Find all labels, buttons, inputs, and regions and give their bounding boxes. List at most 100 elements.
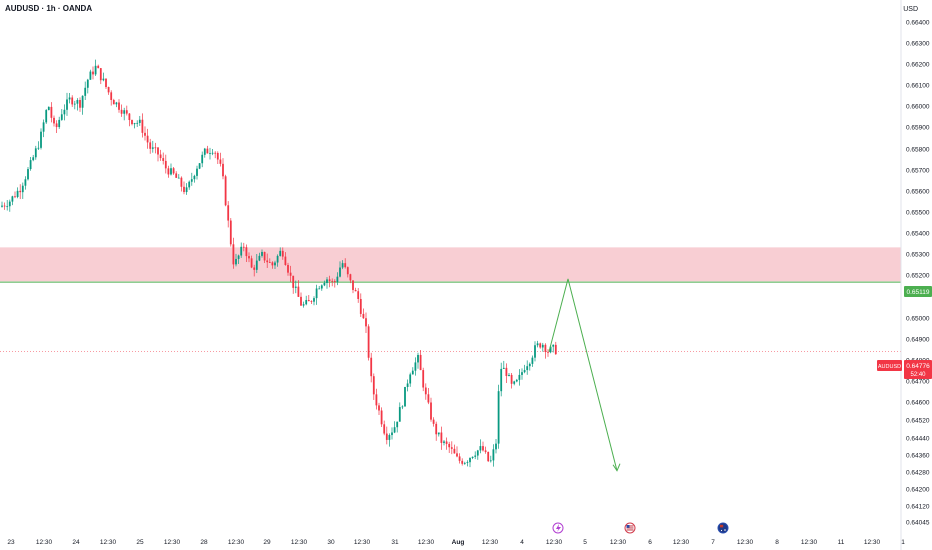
- candle-body: [388, 435, 391, 440]
- candle-body: [45, 110, 48, 123]
- time-tick-label: 12:30: [673, 539, 690, 546]
- candle-body: [193, 175, 196, 180]
- candle-body: [357, 291, 360, 299]
- candle-body: [66, 99, 68, 110]
- time-tick-label: 23: [7, 539, 15, 546]
- candle-body: [16, 190, 19, 198]
- candle-body: [245, 247, 248, 257]
- candle-body: [510, 374, 513, 384]
- candle-body: [539, 343, 542, 348]
- price-tick-label: 0.66300: [906, 41, 930, 48]
- candle-body: [125, 110, 128, 114]
- time-tick-label: 12:30: [36, 539, 53, 546]
- candle-body: [102, 78, 105, 81]
- candle-body: [255, 260, 258, 270]
- candle-body: [89, 71, 92, 80]
- candle-body: [47, 106, 50, 111]
- candle-body: [393, 427, 396, 433]
- projection-arrow: [548, 278, 621, 472]
- candle-body: [549, 346, 552, 353]
- candle-body: [175, 173, 178, 178]
- candle-body: [409, 374, 412, 384]
- candle-body: [401, 406, 404, 408]
- candle-body: [484, 450, 487, 452]
- candle-body: [120, 109, 123, 114]
- candle-body: [359, 298, 362, 314]
- candle-body: [367, 326, 370, 358]
- price-tick-label: 0.65300: [906, 252, 930, 259]
- candle-body: [391, 432, 393, 436]
- time-tick-label: 24: [72, 539, 80, 546]
- time-tick-label: 12:30: [418, 539, 435, 546]
- lightning-icon[interactable]: [552, 522, 564, 534]
- candle-body: [346, 267, 349, 275]
- candle-body: [479, 446, 482, 451]
- candle-body: [73, 103, 76, 105]
- candle-body: [456, 453, 458, 457]
- candle-body: [118, 102, 120, 110]
- candle-body: [180, 177, 183, 187]
- candle-body: [422, 370, 425, 388]
- price-axis[interactable]: 0.66400 0.66300 0.66200 0.66100 0.66000 0.659…: [906, 20, 930, 527]
- price-tick-label: 0.66000: [906, 104, 930, 111]
- price-tick-label: 0.64120: [906, 504, 930, 511]
- time-tick-label: 30: [327, 539, 335, 546]
- candle-body: [419, 354, 422, 371]
- candle-body: [326, 279, 328, 283]
- candle-body: [34, 148, 37, 158]
- candle-body: [427, 394, 430, 403]
- candle-body: [487, 451, 490, 462]
- candle-body: [227, 205, 230, 221]
- time-axis[interactable]: 23 12:30 24 12:30 25 12:30 28 12:30 29 12:30 30 12:…: [7, 539, 905, 546]
- candle-body: [60, 114, 63, 120]
- time-tick-label: 11: [838, 539, 845, 546]
- candle-body: [157, 147, 159, 155]
- candle-body: [443, 441, 445, 443]
- current-price-tag: AUDUSD 0.64776 52:40: [877, 360, 932, 379]
- candle-body: [63, 109, 66, 115]
- candle-body: [99, 68, 102, 81]
- candle-body: [518, 374, 521, 380]
- candle-body: [547, 351, 549, 353]
- candle-body: [469, 457, 471, 463]
- price-tick-label: 0.65200: [906, 273, 930, 280]
- candle-body: [500, 368, 503, 392]
- candle-body: [86, 79, 89, 88]
- candle-body: [513, 381, 516, 384]
- currency-label: USD: [903, 6, 918, 13]
- candle-body: [523, 370, 526, 373]
- resistance-zone: [0, 247, 901, 282]
- candle-body: [383, 424, 386, 434]
- candle-body: [112, 99, 115, 105]
- candle-body: [115, 102, 118, 105]
- candle-body: [209, 153, 211, 154]
- candle-body: [370, 357, 373, 377]
- candle-body: [211, 152, 214, 154]
- candle-body: [141, 119, 144, 133]
- candle-body: [489, 460, 492, 462]
- candle-body: [541, 344, 544, 348]
- candle-body: [274, 262, 276, 266]
- candle-body: [463, 462, 466, 464]
- candle-body: [495, 443, 497, 450]
- time-tick-label: 12:30: [610, 539, 627, 546]
- candle-body: [279, 250, 282, 256]
- candle-body: [344, 263, 347, 268]
- us-flag-icon[interactable]: [624, 522, 636, 534]
- candle-body: [354, 289, 357, 292]
- time-tick-label: 25: [136, 539, 144, 546]
- candle-body: [385, 433, 388, 440]
- candle-body: [310, 301, 313, 302]
- time-tick-label: 5: [583, 539, 587, 546]
- price-tick-label: 0.64900: [906, 337, 930, 344]
- candle-body: [216, 152, 219, 160]
- price-tick-label: 0.64200: [906, 487, 930, 494]
- candle-body: [219, 159, 222, 164]
- candle-body: [341, 263, 344, 268]
- candle-body: [320, 285, 323, 289]
- au-flag-icon[interactable]: [717, 522, 729, 534]
- candle-body: [40, 131, 42, 148]
- candle-body: [430, 402, 432, 420]
- candle-body: [435, 423, 438, 435]
